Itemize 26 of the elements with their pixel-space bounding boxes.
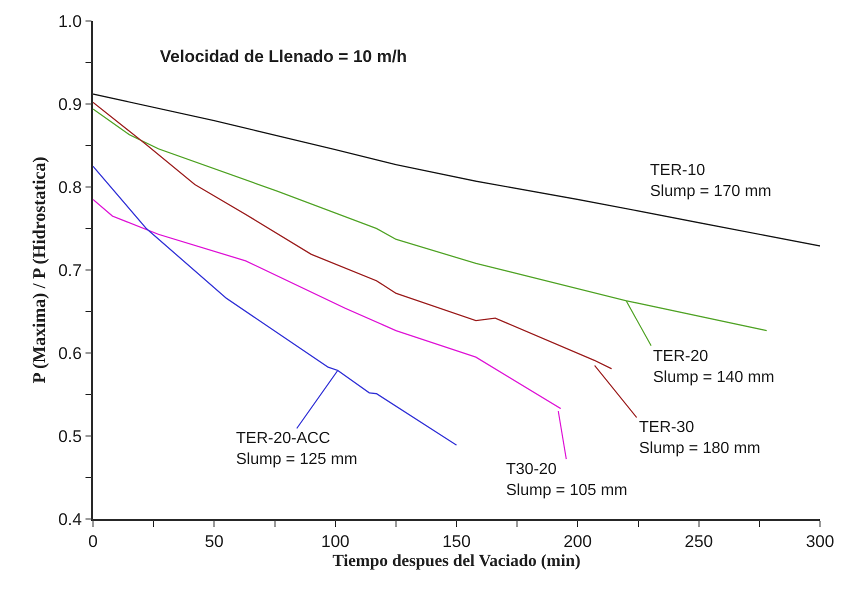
x-tick-label: 200 [563, 532, 592, 552]
y-tick-label: 0.6 [58, 344, 82, 363]
line-series [93, 102, 612, 370]
y-tick-label: 1.0 [58, 12, 82, 31]
y-tick-label: 0.8 [58, 178, 82, 197]
text: Velocidad de Llenado = 10 m/h [160, 47, 407, 66]
x-axis-title: Tiempo despues del Vaciado (min) [332, 551, 581, 570]
x-tick-label: 0 [88, 532, 98, 552]
x-tick-label: 300 [806, 532, 834, 552]
annotation: T30-20 Slump = 105 mm [506, 461, 628, 499]
line-series [93, 166, 458, 446]
y-tick-label: 0.9 [58, 94, 82, 114]
y-tick-label: 0.4 [58, 510, 82, 529]
y-tick-label: 0.5 [58, 426, 82, 446]
line-series [93, 198, 562, 410]
y-axis-title: P (Maxima) / P (Hidrostatica) [28, 156, 49, 384]
annotation: TER-20 Slump = 140 mm [653, 348, 774, 386]
x-tick-label: 150 [442, 532, 471, 552]
y-tick-label: 0.7 [58, 260, 82, 280]
x-tick-label: 50 [204, 532, 224, 552]
annotation: TER-10 Slump = 170 mm [650, 162, 772, 200]
x-tick-label: 250 [684, 532, 714, 552]
x-tick-label: 100 [321, 532, 350, 552]
annotation: TER-20-ACC Slump = 125 mm [236, 430, 358, 468]
line-series [93, 93, 820, 247]
annotation: TER-30 Slump = 180 mm [639, 419, 760, 457]
